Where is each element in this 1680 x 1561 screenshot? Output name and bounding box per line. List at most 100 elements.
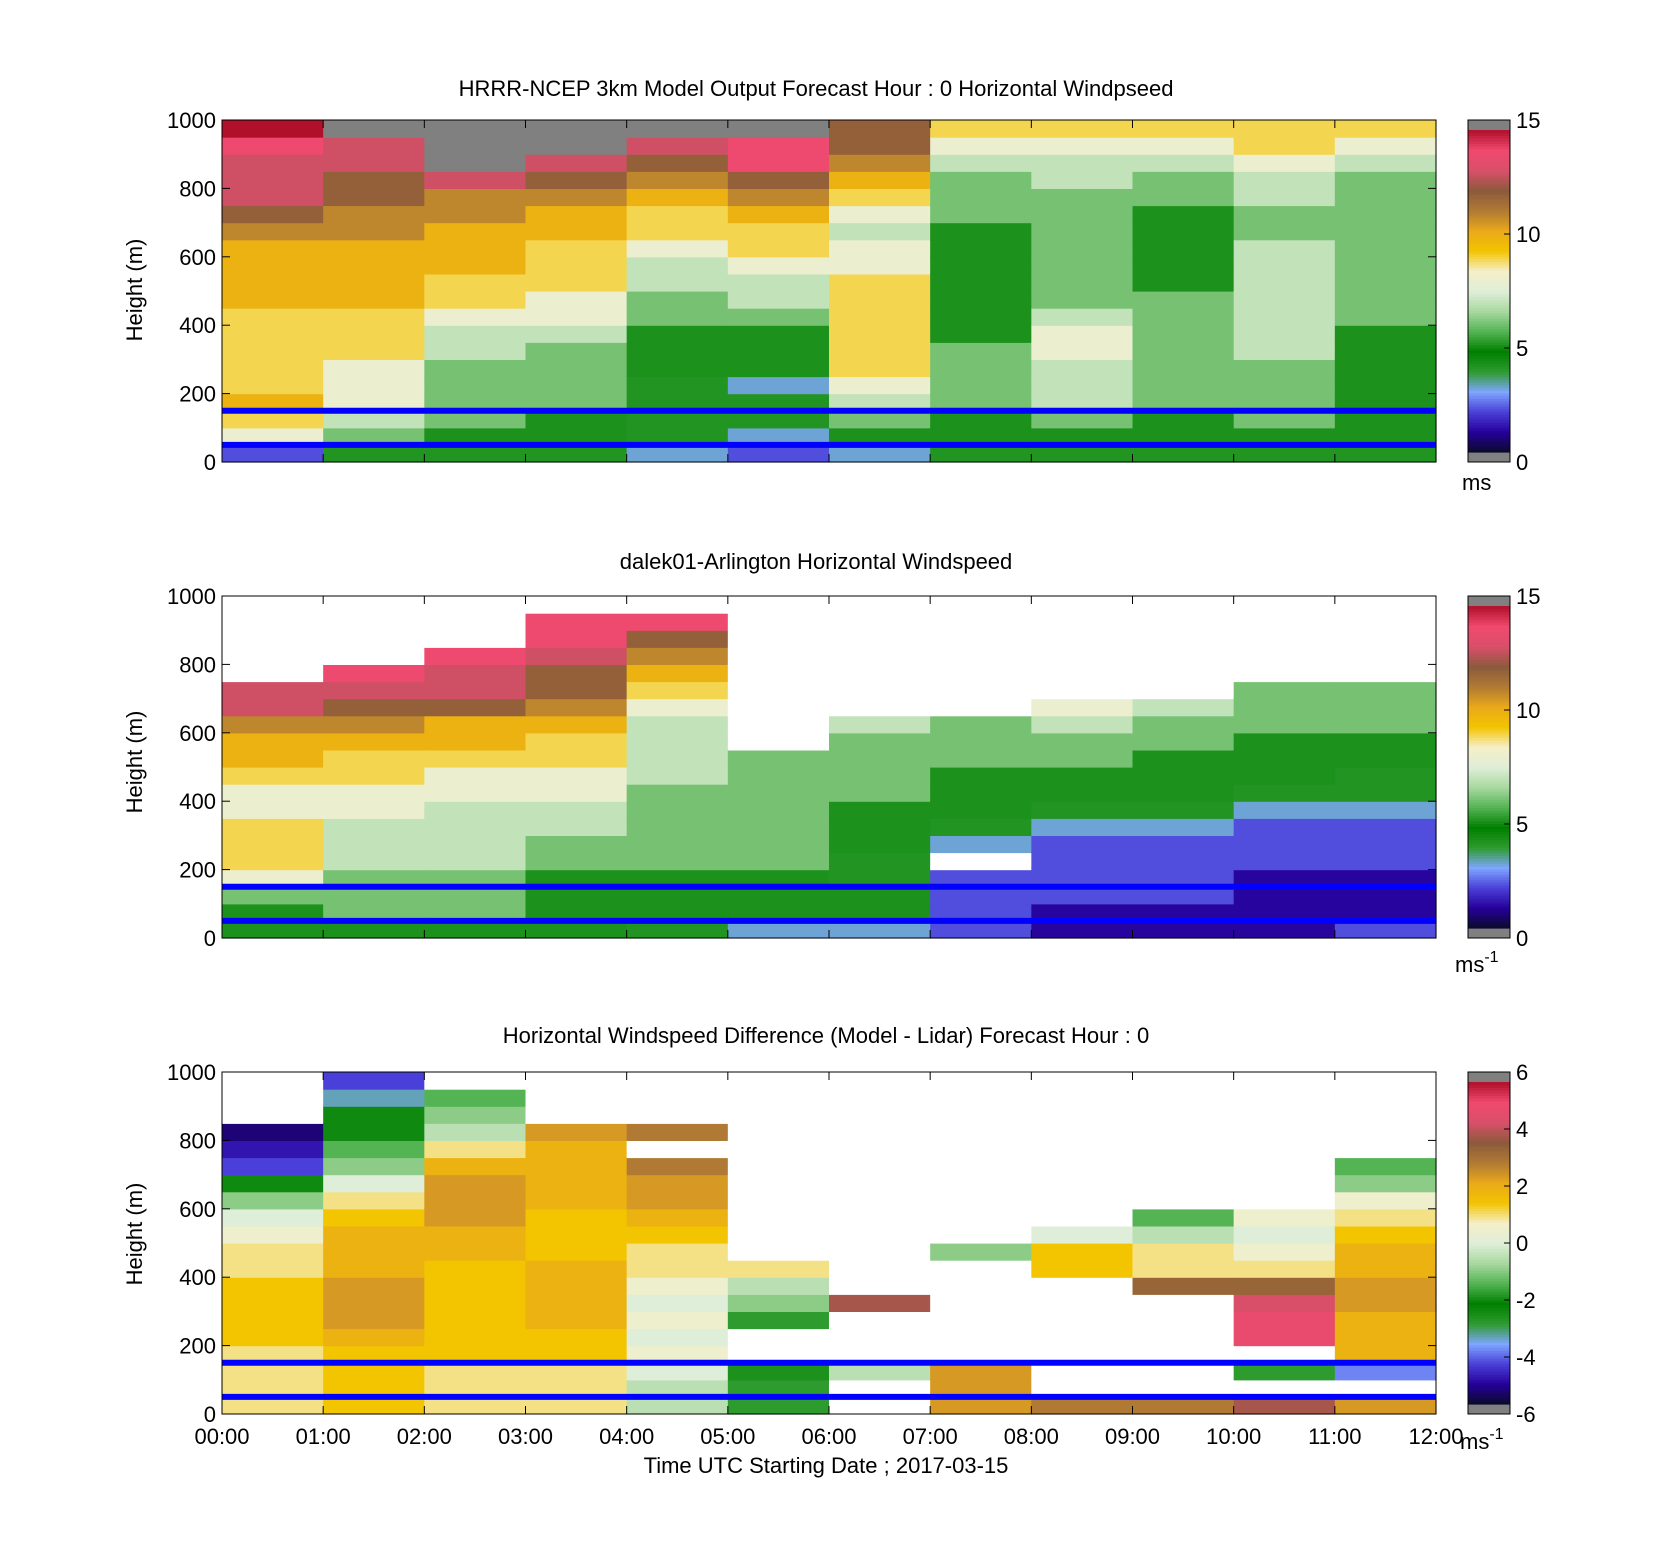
lidar-cell (424, 835, 527, 854)
lidar-cell (525, 749, 628, 768)
difference-colorbar: -6 -4 -2 0 2 4 6 (1467, 1060, 1536, 1427)
difference-colorbar-segment (1468, 1189, 1510, 1193)
difference-colorbar-segment (1468, 1173, 1510, 1177)
lidar-cell (1031, 715, 1134, 734)
lidar-cell (525, 596, 628, 614)
lidar-cell (626, 613, 729, 631)
difference-cell (1233, 1072, 1336, 1090)
difference-reference-lines (222, 1359, 1436, 1400)
model-cell (1031, 239, 1134, 258)
difference-colorbar-segment (1468, 1202, 1510, 1207)
lidar-cell (1132, 801, 1235, 819)
difference-cell (626, 1243, 729, 1261)
lidar-cell (1031, 869, 1134, 888)
model-cell (626, 376, 729, 395)
difference-colorbar-unit: ms-1 (1460, 1426, 1504, 1454)
lidar-colorbar: 0 5 10 15 (1467, 584, 1540, 951)
model-colorbar-segment (1468, 186, 1510, 190)
difference-colorbar-segment (1468, 1320, 1510, 1325)
model-cell (829, 273, 931, 292)
model-cell (424, 188, 527, 207)
lidar-colorbar-segment (1468, 807, 1510, 811)
difference-cell (626, 1140, 729, 1159)
difference-cell (930, 1208, 1032, 1227)
model-cell (222, 188, 324, 207)
lidar-windspeed-panel: dalek01-Arlington Horizontal Windspeed 0… (122, 549, 1540, 977)
model-colorbar-segment (1468, 210, 1510, 214)
lidar-colorbar-segment (1468, 732, 1510, 736)
model-cell (1132, 239, 1235, 258)
model-cell (1233, 393, 1336, 412)
difference-colorbar-segment (1468, 1200, 1510, 1204)
lidar-colorbar-segment (1468, 925, 1510, 929)
model-cell (1233, 188, 1336, 207)
lidar-cell (829, 698, 931, 717)
lidar-colorbar-segment (1468, 662, 1510, 666)
lidar-cell (1031, 681, 1134, 700)
model-cell (323, 120, 425, 138)
difference-colorbar-segment (1468, 1393, 1510, 1397)
difference-colorbar-segment (1468, 1401, 1510, 1405)
lidar-cell (222, 732, 324, 751)
model-cell (1233, 376, 1336, 395)
model-cell (222, 137, 324, 155)
difference-colorbar-segment (1468, 1114, 1510, 1118)
model-cell (1233, 239, 1336, 258)
lidar-cell (1233, 903, 1336, 922)
lidar-cell (626, 835, 729, 854)
difference-colorbar-segment (1468, 1253, 1510, 1258)
model-cell (424, 273, 527, 292)
model-cell (525, 188, 628, 207)
lidar-cell (323, 630, 425, 648)
difference-cell (829, 1311, 931, 1330)
lidar-colorbar-segment (1468, 686, 1510, 690)
difference-cell (222, 1191, 324, 1210)
lidar-colorbar-tick-label: 0 (1516, 926, 1528, 951)
lidar-colorbar-segment (1468, 640, 1510, 645)
difference-colorbar-segment (1468, 1232, 1510, 1236)
difference-cell (323, 1379, 425, 1398)
difference-cell (626, 1225, 729, 1244)
difference-colorbar-segment (1468, 1216, 1510, 1220)
lidar-cell (727, 784, 830, 802)
difference-cell (1233, 1362, 1336, 1381)
model-colorbar-segment (1468, 162, 1510, 166)
difference-x-tick-label: 00:00 (194, 1424, 249, 1449)
model-colorbar-segment (1468, 401, 1510, 405)
model-cell (727, 256, 830, 275)
model-cell (525, 444, 628, 463)
model-colorbar-segment (1468, 360, 1510, 365)
model-cell (930, 154, 1032, 172)
model-cell (727, 239, 830, 258)
difference-cell (1334, 1311, 1437, 1330)
lidar-colorbar-segment (1468, 681, 1510, 685)
difference-colorbar-segment (1468, 1307, 1510, 1311)
difference-colorbar-segment (1468, 1379, 1510, 1384)
difference-cell (1031, 1140, 1134, 1159)
lidar-cell (222, 715, 324, 734)
model-cell (1132, 359, 1235, 378)
difference-colorbar-segment (1468, 1175, 1510, 1180)
difference-cell (1132, 1106, 1235, 1124)
lidar-cell (930, 886, 1032, 905)
lidar-cell (626, 903, 729, 922)
lidar-colorbar-segment (1468, 911, 1510, 916)
difference-cell (829, 1345, 931, 1364)
difference-cell (1031, 1379, 1134, 1398)
model-colorbar-segment (1468, 282, 1510, 287)
lidar-cell (424, 596, 527, 614)
model-cell (1132, 273, 1235, 292)
difference-colorbar-segment (1468, 1090, 1510, 1094)
difference-panel-title: Horizontal Windspeed Difference (Model -… (503, 1023, 1149, 1048)
lidar-cell (424, 818, 527, 836)
model-cell (1031, 376, 1134, 395)
lidar-colorbar-segment (1468, 799, 1510, 803)
lidar-colorbar-segment (1468, 877, 1510, 881)
lidar-cell (424, 613, 527, 631)
difference-cell (1132, 1362, 1235, 1381)
lidar-cell (1233, 630, 1336, 648)
model-cell (930, 256, 1032, 275)
model-reference-lines (222, 407, 1436, 448)
difference-cell (727, 1345, 830, 1364)
model-cell (1334, 222, 1437, 241)
